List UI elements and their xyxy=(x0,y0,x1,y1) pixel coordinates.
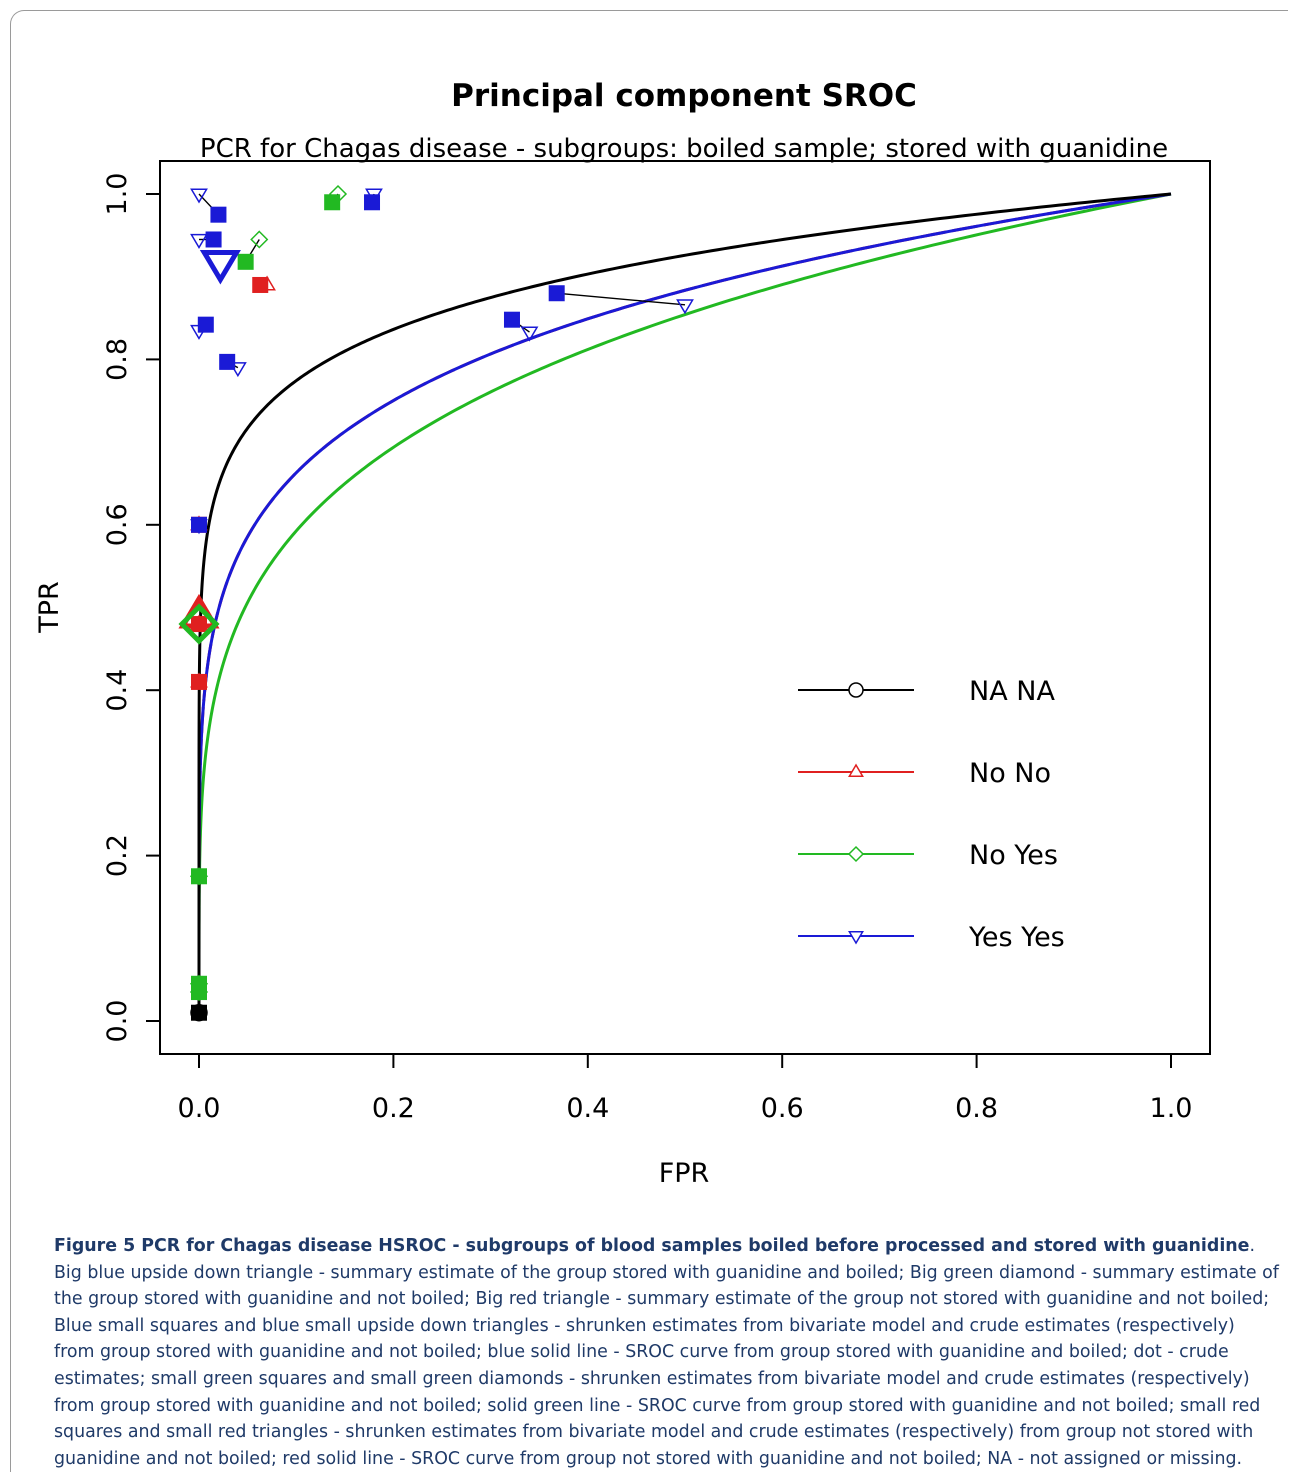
x-tick-label: 1.0 xyxy=(1150,1093,1193,1124)
legend-marker-na-na xyxy=(848,682,864,698)
shrunken-point-no-yes xyxy=(324,194,341,211)
summary-point-yes-yes xyxy=(199,249,241,285)
shrunken-point-no-yes xyxy=(191,984,207,1001)
shrunken-point-yes-yes xyxy=(548,285,565,302)
shrunken-point-yes-yes xyxy=(210,206,227,223)
chart-subtitle: PCR for Chagas disease - subgroups: boil… xyxy=(200,134,1168,164)
sroc-curve-na-na xyxy=(197,192,1172,1021)
figure-frame xyxy=(10,10,1288,1472)
y-axis-label: TPR xyxy=(34,581,65,634)
plot-area-box xyxy=(159,160,1211,1055)
caption-text: . Big blue upside down triangle - summar… xyxy=(54,1236,1279,1469)
y-tick-label: 0.0 xyxy=(102,1000,133,1043)
chart-title: Principal component SROC xyxy=(451,78,917,114)
shrunken-point-no-no xyxy=(252,276,269,293)
data-points xyxy=(178,184,694,1022)
shrunken-point-yes-yes xyxy=(364,194,381,211)
y-tick-label: 0.6 xyxy=(102,503,133,546)
y-axis: 0.0 0.2 0.4 0.6 0.8 1.0 xyxy=(102,173,161,1043)
legend: NA NA No No No Yes Yes Yes xyxy=(798,676,1065,953)
crude-point-no-yes xyxy=(250,230,269,249)
y-tick-label: 0.4 xyxy=(102,669,133,712)
y-tick-label: 1.0 xyxy=(102,173,133,216)
legend-marker-no-yes xyxy=(847,845,865,863)
legend-label-na-na: NA NA xyxy=(969,676,1055,707)
shrinkage-line xyxy=(556,292,686,306)
crude-point-yes-yes xyxy=(190,188,208,204)
sroc-chart: Principal component SROC PCR for Chagas … xyxy=(34,78,1211,1189)
legend-label-no-yes: No Yes xyxy=(969,840,1058,871)
y-tick-label: 0.2 xyxy=(102,834,133,877)
x-axis-label: FPR xyxy=(659,1158,710,1189)
summary-point-no-yes xyxy=(178,603,220,645)
legend-label-yes-yes: Yes Yes xyxy=(968,922,1065,953)
shrunken-point-yes-yes xyxy=(503,311,520,328)
x-tick-label: 0.6 xyxy=(761,1093,804,1124)
shrunken-point-no-no xyxy=(191,673,207,690)
legend-marker-yes-yes xyxy=(848,931,864,945)
figure-caption: Figure 5 PCR for Chagas disease HSROC - … xyxy=(54,1233,1280,1472)
sroc-curves xyxy=(197,192,1172,1021)
x-tick-label: 0.0 xyxy=(178,1093,221,1124)
shrunken-point-no-yes xyxy=(237,253,254,270)
crude-point-yes-yes xyxy=(676,299,694,315)
legend-marker-no-no xyxy=(848,763,864,777)
shrunken-point-no-yes xyxy=(191,868,207,885)
x-tick-label: 0.4 xyxy=(566,1093,609,1124)
x-axis: 0.0 0.2 0.4 0.6 0.8 1.0 xyxy=(178,1053,1193,1124)
shrunken-point-yes-yes xyxy=(197,316,214,333)
caption-label: Figure 5 PCR for Chagas disease HSROC - … xyxy=(54,1236,1250,1256)
sroc-curve-no-no xyxy=(197,192,1172,1021)
crude-point-yes-yes xyxy=(190,233,208,249)
sroc-curve-yes-yes xyxy=(197,192,1172,1021)
shrunken-point-yes-yes xyxy=(191,516,207,533)
shrunken-point-yes-yes xyxy=(219,353,236,370)
shrunken-point-yes-yes xyxy=(205,231,222,248)
x-tick-label: 0.8 xyxy=(955,1093,998,1124)
x-tick-label: 0.2 xyxy=(372,1093,415,1124)
shrunken-point-na-na xyxy=(191,1004,207,1021)
legend-label-no-no: No No xyxy=(969,758,1051,789)
sroc-curve-no-yes xyxy=(197,192,1172,1021)
y-tick-label: 0.8 xyxy=(102,338,133,381)
crude-point-yes-yes xyxy=(520,326,539,342)
